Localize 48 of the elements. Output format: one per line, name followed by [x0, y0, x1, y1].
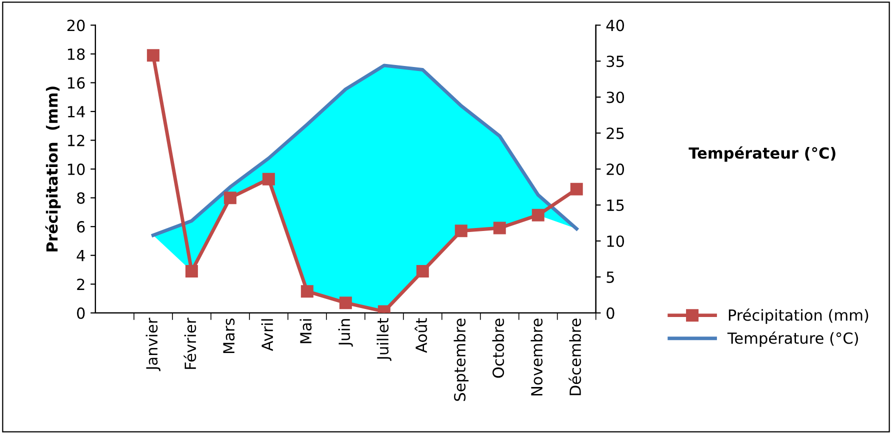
point	[262, 172, 275, 186]
y2-tick-label: 40	[606, 20, 624, 32]
point	[532, 208, 544, 222]
y2-tick-label: 30	[606, 92, 624, 104]
point	[300, 285, 314, 298]
y2-axis-title: Températeur (°C)	[688, 146, 836, 162]
y2-tick-label: 20	[606, 164, 624, 176]
point	[339, 296, 352, 310]
x-tick-label: Mars	[223, 318, 235, 354]
y2-tick-label: 35	[606, 56, 624, 68]
y-tick-label: 14	[68, 106, 85, 118]
x-tick-label: Février	[184, 318, 196, 369]
y-tick-label: 20	[67, 20, 85, 32]
x-tick-label: Janvier	[146, 318, 160, 372]
y-tick-label: 12	[68, 134, 84, 146]
y-tick-label: 0	[77, 307, 85, 319]
x-tick-label: Avril	[261, 319, 273, 352]
y2-tick-label: 0	[606, 307, 614, 319]
x-tick-label: Août	[414, 318, 428, 353]
x-tick-label: Octobre	[492, 318, 504, 378]
y-tick-label: 8	[77, 192, 85, 204]
y2-tick-label: 15	[607, 200, 624, 212]
point	[570, 182, 583, 196]
y-tick-label: 2	[77, 278, 84, 290]
point	[224, 192, 236, 204]
x-tick-label: Septembre	[454, 318, 469, 401]
point	[146, 49, 160, 62]
x-tick-label: Novembre	[530, 318, 543, 396]
y-tick-label: 18	[68, 48, 85, 60]
point	[185, 264, 198, 278]
y-tick-label: 4	[76, 250, 85, 262]
y-tick-label: 10	[68, 164, 85, 176]
y2-tick-label: 25	[606, 128, 624, 140]
y-tick-label: 16	[68, 77, 85, 89]
legend-label: Précipitation (mm)	[728, 308, 868, 324]
x-tick-label: Mai	[300, 319, 312, 344]
x-tick-label: Juillet	[376, 318, 392, 361]
line-series	[151, 64, 578, 237]
x-tick-label: Juin	[338, 319, 353, 347]
y-axis-title: Précipitation (mm)	[45, 86, 61, 252]
point	[493, 222, 506, 234]
x-tick-label: Décembre	[568, 318, 582, 396]
point	[416, 264, 429, 278]
y2-tick-label: 10	[607, 235, 624, 247]
y2-tick-label: 5	[606, 272, 614, 283]
legend-label: Température (°C)	[727, 331, 858, 347]
y-tick-label: 6	[77, 221, 85, 233]
point	[454, 224, 468, 238]
